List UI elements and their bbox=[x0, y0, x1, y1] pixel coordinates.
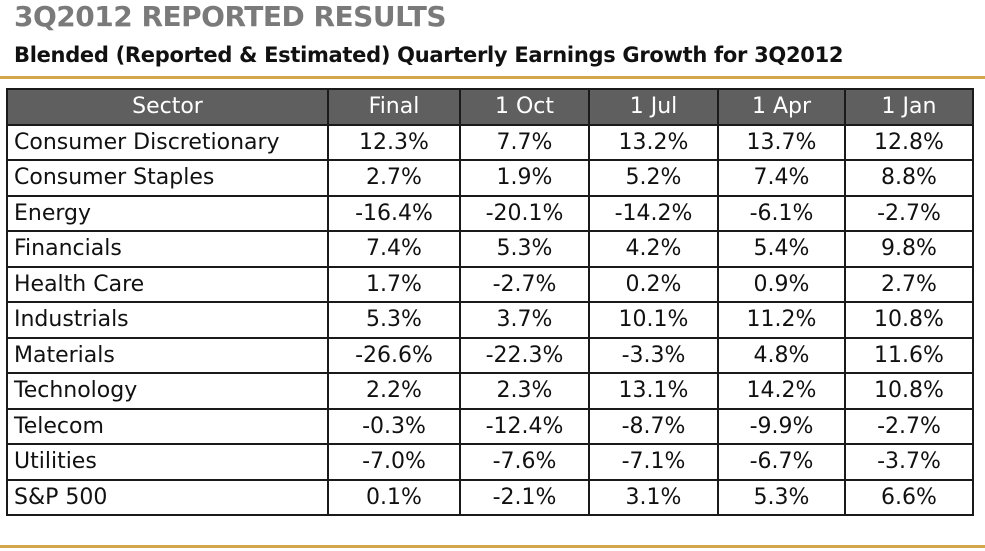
page-subtitle: Blended (Reported & Estimated) Quarterly… bbox=[14, 43, 844, 67]
value-cell-1-apr: -6.7% bbox=[717, 443, 846, 481]
value-cell-1-oct: -2.1% bbox=[459, 478, 590, 516]
value-cell-final: 2.7% bbox=[327, 159, 461, 197]
value-cell-1-jul: -8.7% bbox=[588, 407, 719, 445]
sector-cell: Energy bbox=[6, 194, 329, 232]
value-cell-1-oct: -2.7% bbox=[459, 265, 590, 303]
value-cell-1-apr: 5.4% bbox=[717, 230, 846, 268]
value-cell-final: 5.3% bbox=[327, 301, 461, 339]
table-row: S&P 500 0.1% -2.1% 3.1% 5.3% 6.6% bbox=[6, 478, 974, 516]
value-cell-1-jul: -7.1% bbox=[588, 443, 719, 481]
sector-cell: Materials bbox=[6, 336, 329, 374]
sector-cell: Financials bbox=[6, 230, 329, 268]
value-cell-final: 0.1% bbox=[327, 478, 461, 516]
column-header-1-apr: 1 Apr bbox=[717, 88, 846, 126]
table-body: Consumer Discretionary 12.3% 7.7% 13.2% 13.7… bbox=[6, 123, 974, 516]
sector-cell: Industrials bbox=[6, 301, 329, 339]
value-cell-final: -0.3% bbox=[327, 407, 461, 445]
value-cell-final: -7.0% bbox=[327, 443, 461, 481]
table-row: Technology 2.2% 2.3% 13.1% 14.2% 10.8% bbox=[6, 372, 974, 410]
value-cell-1-oct: 5.3% bbox=[459, 230, 590, 268]
value-cell-1-oct: 7.7% bbox=[459, 123, 590, 161]
value-cell-1-jul: 10.1% bbox=[588, 301, 719, 339]
value-cell-1-jan: 11.6% bbox=[844, 336, 974, 374]
value-cell-1-oct: 1.9% bbox=[459, 159, 590, 197]
page-title: 3Q2012 REPORTED RESULTS bbox=[14, 0, 447, 33]
value-cell-1-jan: 6.6% bbox=[844, 478, 974, 516]
value-cell-final: -16.4% bbox=[327, 194, 461, 232]
column-header-1-oct: 1 Oct bbox=[459, 88, 590, 126]
value-cell-final: 1.7% bbox=[327, 265, 461, 303]
value-cell-1-jan: 10.8% bbox=[844, 372, 974, 410]
value-cell-1-apr: -6.1% bbox=[717, 194, 846, 232]
value-cell-1-jan: -2.7% bbox=[844, 194, 974, 232]
value-cell-1-apr: 7.4% bbox=[717, 159, 846, 197]
value-cell-1-oct: -20.1% bbox=[459, 194, 590, 232]
sector-cell: Telecom bbox=[6, 407, 329, 445]
table-row: Health Care 1.7% -2.7% 0.2% 0.9% 2.7% bbox=[6, 265, 974, 303]
value-cell-1-jul: 4.2% bbox=[588, 230, 719, 268]
value-cell-1-jul: -14.2% bbox=[588, 194, 719, 232]
value-cell-1-apr: 4.8% bbox=[717, 336, 846, 374]
column-header-1-jan: 1 Jan bbox=[844, 88, 974, 126]
value-cell-final: 2.2% bbox=[327, 372, 461, 410]
value-cell-1-apr: 0.9% bbox=[717, 265, 846, 303]
value-cell-1-apr: 14.2% bbox=[717, 372, 846, 410]
value-cell-1-jul: 13.2% bbox=[588, 123, 719, 161]
value-cell-1-apr: 11.2% bbox=[717, 301, 846, 339]
value-cell-1-oct: 3.7% bbox=[459, 301, 590, 339]
value-cell-1-apr: -9.9% bbox=[717, 407, 846, 445]
value-cell-1-oct: -12.4% bbox=[459, 407, 590, 445]
table-row: Telecom -0.3% -12.4% -8.7% -9.9% -2.7% bbox=[6, 407, 974, 445]
table-row: Utilities -7.0% -7.6% -7.1% -6.7% -3.7% bbox=[6, 443, 974, 481]
sector-cell: Health Care bbox=[6, 265, 329, 303]
value-cell-1-oct: 2.3% bbox=[459, 372, 590, 410]
value-cell-1-jul: -3.3% bbox=[588, 336, 719, 374]
value-cell-1-jul: 13.1% bbox=[588, 372, 719, 410]
column-header-final: Final bbox=[327, 88, 461, 126]
value-cell-1-oct: -22.3% bbox=[459, 336, 590, 374]
table-row: Materials -26.6% -22.3% -3.3% 4.8% 11.6% bbox=[6, 336, 974, 374]
sector-cell: Consumer Discretionary bbox=[6, 123, 329, 161]
earnings-growth-table: Sector Final 1 Oct 1 Jul 1 Apr 1 Jan Con… bbox=[6, 88, 974, 516]
value-cell-1-apr: 5.3% bbox=[717, 478, 846, 516]
value-cell-final: 7.4% bbox=[327, 230, 461, 268]
top-divider bbox=[0, 76, 985, 79]
sector-cell: Consumer Staples bbox=[6, 159, 329, 197]
value-cell-final: 12.3% bbox=[327, 123, 461, 161]
value-cell-1-jan: -3.7% bbox=[844, 443, 974, 481]
table-row: Consumer Staples 2.7% 1.9% 5.2% 7.4% 8.8% bbox=[6, 159, 974, 197]
column-header-1-jul: 1 Jul bbox=[588, 88, 719, 126]
value-cell-1-jan: 9.8% bbox=[844, 230, 974, 268]
table-row: Financials 7.4% 5.3% 4.2% 5.4% 9.8% bbox=[6, 230, 974, 268]
table-row: Consumer Discretionary 12.3% 7.7% 13.2% 13.7… bbox=[6, 123, 974, 161]
value-cell-final: -26.6% bbox=[327, 336, 461, 374]
table-row: Energy -16.4% -20.1% -14.2% -6.1% -2.7% bbox=[6, 194, 974, 232]
value-cell-1-jan: 2.7% bbox=[844, 265, 974, 303]
table-row: Industrials 5.3% 3.7% 10.1% 11.2% 10.8% bbox=[6, 301, 974, 339]
value-cell-1-jul: 3.1% bbox=[588, 478, 719, 516]
table-header-row: Sector Final 1 Oct 1 Jul 1 Apr 1 Jan bbox=[6, 88, 974, 126]
value-cell-1-apr: 13.7% bbox=[717, 123, 846, 161]
sector-cell: S&P 500 bbox=[6, 478, 329, 516]
value-cell-1-jan: 8.8% bbox=[844, 159, 974, 197]
value-cell-1-jan: 10.8% bbox=[844, 301, 974, 339]
bottom-divider bbox=[0, 545, 985, 548]
value-cell-1-jul: 5.2% bbox=[588, 159, 719, 197]
value-cell-1-jul: 0.2% bbox=[588, 265, 719, 303]
value-cell-1-jan: 12.8% bbox=[844, 123, 974, 161]
sector-cell: Technology bbox=[6, 372, 329, 410]
sector-cell: Utilities bbox=[6, 443, 329, 481]
column-header-sector: Sector bbox=[6, 88, 329, 126]
value-cell-1-oct: -7.6% bbox=[459, 443, 590, 481]
value-cell-1-jan: -2.7% bbox=[844, 407, 974, 445]
